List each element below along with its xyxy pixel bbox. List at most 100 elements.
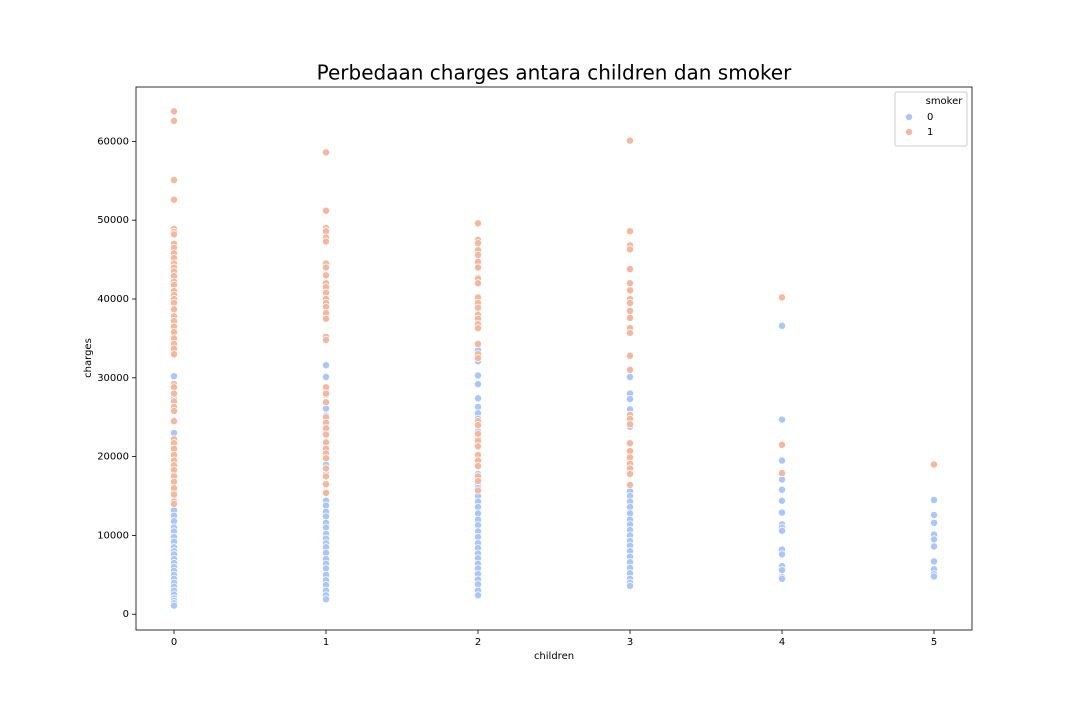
point bbox=[626, 328, 634, 337]
point bbox=[626, 265, 634, 274]
point bbox=[474, 486, 482, 495]
point bbox=[474, 219, 482, 228]
point bbox=[322, 398, 330, 407]
point bbox=[322, 271, 330, 280]
point bbox=[170, 116, 178, 125]
point bbox=[322, 480, 330, 489]
point bbox=[626, 136, 634, 145]
x-tick-label: 0 bbox=[171, 637, 177, 648]
point bbox=[930, 535, 938, 544]
point bbox=[170, 305, 178, 314]
point bbox=[626, 279, 634, 288]
point bbox=[170, 406, 178, 415]
point bbox=[170, 601, 178, 610]
point bbox=[170, 490, 178, 499]
point bbox=[626, 439, 634, 448]
point bbox=[474, 354, 482, 363]
x-tick-label: 4 bbox=[779, 637, 785, 648]
point bbox=[322, 430, 330, 439]
point bbox=[474, 380, 482, 389]
point bbox=[930, 496, 938, 504]
point bbox=[778, 469, 786, 478]
point bbox=[626, 481, 634, 489]
point bbox=[778, 293, 786, 302]
point bbox=[930, 510, 938, 519]
point bbox=[170, 389, 178, 398]
point bbox=[474, 591, 482, 600]
point bbox=[170, 195, 178, 204]
y-tick-label: 20000 bbox=[97, 452, 129, 463]
point bbox=[474, 250, 482, 259]
point bbox=[626, 351, 634, 360]
point bbox=[778, 496, 786, 505]
point bbox=[322, 595, 330, 604]
point bbox=[474, 339, 482, 348]
legend-marker bbox=[905, 113, 913, 121]
y-axis-label: charges bbox=[83, 338, 94, 378]
point bbox=[778, 574, 786, 583]
legend-box bbox=[894, 91, 968, 147]
point bbox=[322, 263, 330, 272]
point bbox=[170, 499, 178, 508]
point bbox=[778, 550, 786, 559]
y-tick-label: 40000 bbox=[97, 294, 129, 305]
x-tick-label: 5 bbox=[931, 637, 937, 648]
point bbox=[778, 526, 786, 535]
legend-label: 1 bbox=[927, 127, 933, 138]
point bbox=[322, 464, 330, 473]
point bbox=[322, 336, 330, 344]
point bbox=[474, 263, 482, 272]
y-tick-label: 50000 bbox=[97, 215, 129, 226]
point bbox=[626, 395, 634, 404]
point bbox=[778, 321, 786, 330]
point bbox=[322, 454, 330, 463]
y-tick-label: 60000 bbox=[97, 136, 129, 147]
point bbox=[474, 429, 482, 438]
point bbox=[626, 420, 634, 429]
point bbox=[626, 227, 634, 236]
point bbox=[474, 371, 482, 380]
point bbox=[474, 279, 482, 288]
point bbox=[474, 421, 482, 430]
legend-marker bbox=[905, 128, 913, 136]
point bbox=[778, 485, 786, 494]
point bbox=[170, 176, 178, 184]
point bbox=[322, 373, 330, 381]
point bbox=[322, 314, 330, 323]
point bbox=[626, 286, 634, 295]
point bbox=[930, 460, 938, 469]
legend-title: smoker bbox=[926, 96, 964, 107]
x-axis-label: children bbox=[534, 651, 574, 662]
point bbox=[626, 581, 634, 590]
point bbox=[170, 350, 178, 359]
point bbox=[626, 470, 634, 478]
point bbox=[930, 557, 938, 566]
point bbox=[778, 456, 786, 465]
legend: smoker 0 1 bbox=[894, 91, 968, 147]
point bbox=[322, 237, 330, 246]
point bbox=[930, 572, 938, 581]
x-tick-label: 2 bbox=[475, 637, 481, 648]
point bbox=[170, 107, 178, 116]
point bbox=[322, 206, 330, 215]
point bbox=[474, 324, 482, 333]
point bbox=[474, 303, 482, 312]
point bbox=[322, 361, 330, 370]
legend-label: 0 bbox=[927, 112, 933, 123]
point bbox=[170, 230, 178, 239]
point bbox=[626, 245, 634, 254]
x-tick-label: 3 bbox=[627, 637, 633, 648]
point bbox=[170, 372, 178, 381]
point bbox=[322, 389, 330, 398]
chart-title: Perbedaan charges antara children dan sm… bbox=[317, 61, 792, 85]
point bbox=[626, 373, 634, 381]
point bbox=[322, 488, 330, 497]
point bbox=[626, 306, 634, 315]
point bbox=[778, 566, 786, 575]
point bbox=[930, 542, 938, 551]
point bbox=[322, 472, 330, 481]
y-tick-label: 0 bbox=[123, 609, 129, 620]
point bbox=[626, 365, 634, 374]
point bbox=[474, 394, 482, 403]
